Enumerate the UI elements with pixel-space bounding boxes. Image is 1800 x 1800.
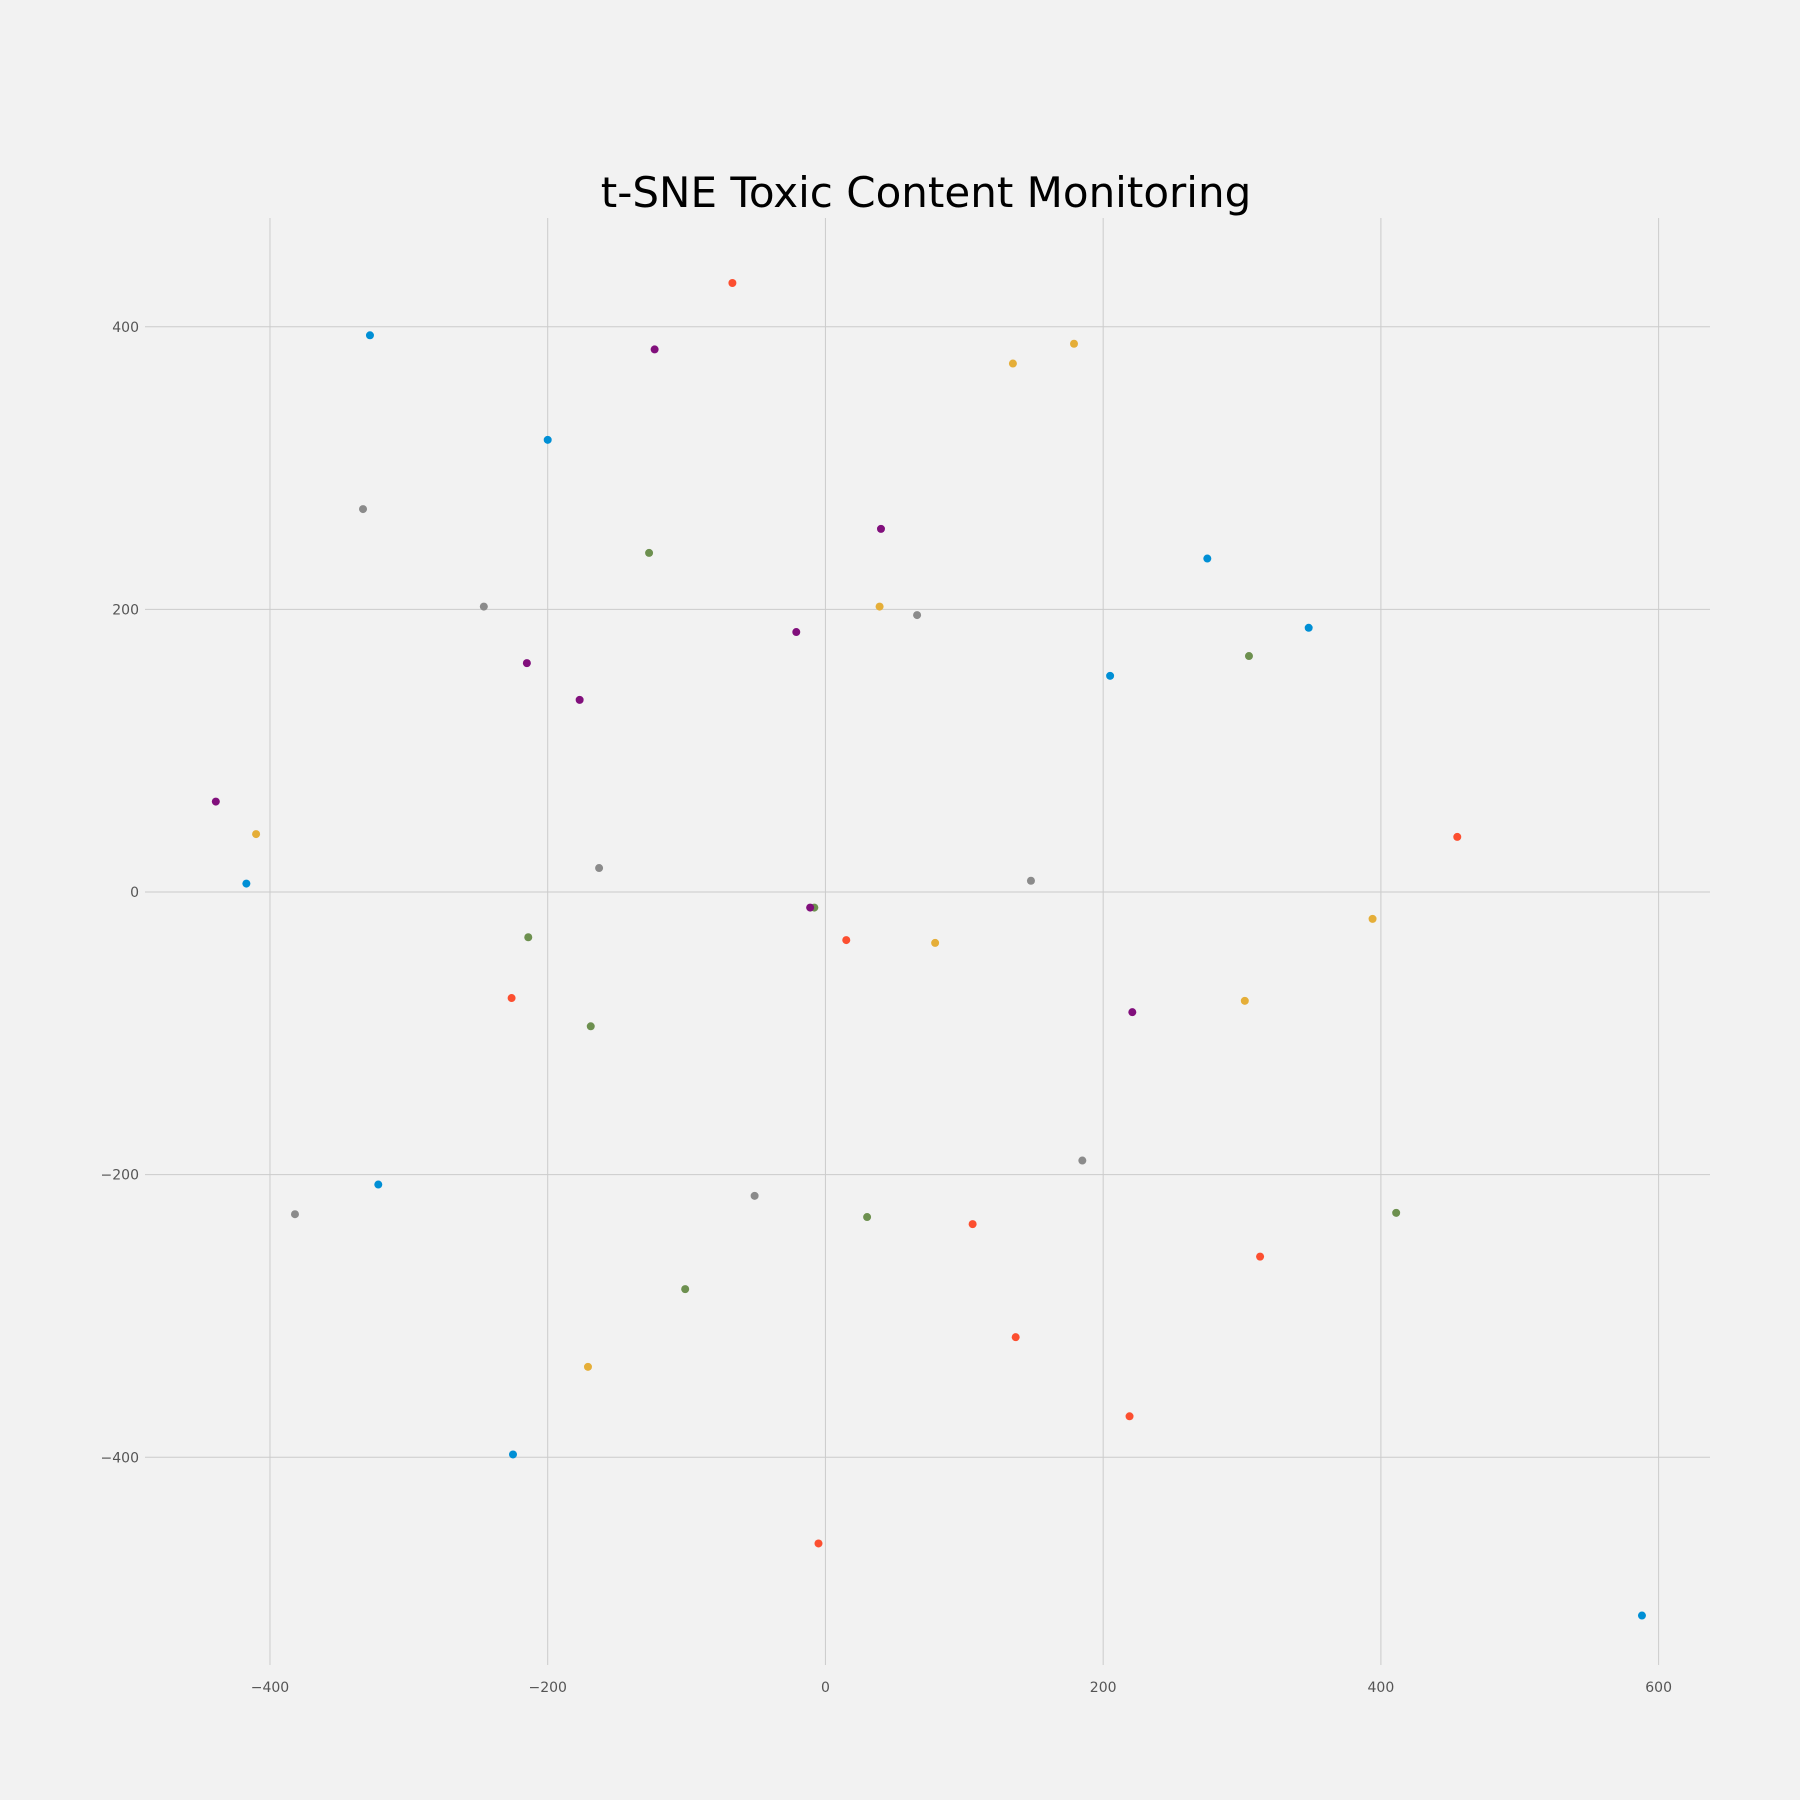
x-tick-label: 0 bbox=[821, 1680, 830, 1696]
data-point bbox=[1078, 1156, 1087, 1165]
data-point bbox=[806, 903, 815, 912]
data-point bbox=[650, 345, 659, 354]
data-point bbox=[913, 611, 922, 620]
data-points bbox=[211, 279, 1646, 1620]
data-point bbox=[1392, 1208, 1401, 1217]
x-tick-label: −400 bbox=[251, 1680, 289, 1696]
data-point bbox=[575, 695, 584, 704]
data-point bbox=[1368, 914, 1377, 923]
data-point bbox=[1106, 671, 1115, 680]
data-point bbox=[750, 1191, 759, 1200]
data-point bbox=[507, 994, 516, 1003]
y-tick-label: 400 bbox=[112, 320, 139, 336]
data-point bbox=[508, 1450, 517, 1459]
data-point bbox=[968, 1220, 977, 1229]
x-tick-label: 200 bbox=[1090, 1680, 1117, 1696]
data-point bbox=[792, 628, 801, 637]
data-point bbox=[1637, 1611, 1646, 1620]
y-tick-label: 200 bbox=[112, 602, 139, 618]
data-point bbox=[290, 1210, 299, 1219]
data-point bbox=[1128, 1008, 1137, 1017]
data-point bbox=[211, 797, 220, 806]
y-tick-label: −400 bbox=[101, 1450, 139, 1466]
data-point bbox=[1256, 1252, 1265, 1261]
data-point bbox=[242, 879, 251, 888]
data-point bbox=[681, 1285, 690, 1294]
data-point bbox=[543, 435, 552, 444]
y-tick-label: −200 bbox=[101, 1168, 139, 1184]
x-tick-labels: −400 −200 0 200 400 600 bbox=[251, 1680, 1672, 1696]
data-point bbox=[645, 548, 654, 557]
data-point bbox=[842, 936, 851, 945]
data-point bbox=[374, 1180, 383, 1189]
data-point bbox=[876, 524, 885, 533]
data-point bbox=[814, 1539, 823, 1548]
data-point bbox=[586, 1022, 595, 1031]
data-point bbox=[1026, 876, 1035, 885]
data-point bbox=[875, 602, 884, 611]
x-tick-label: 400 bbox=[1368, 1680, 1395, 1696]
data-point bbox=[728, 279, 737, 288]
data-point bbox=[931, 938, 940, 947]
data-point bbox=[1244, 652, 1253, 661]
chart-title: t-SNE Toxic Content Monitoring bbox=[601, 168, 1251, 217]
data-point bbox=[1203, 554, 1212, 563]
y-tick-label: 0 bbox=[130, 885, 139, 901]
x-tick-label: −200 bbox=[528, 1680, 566, 1696]
data-point bbox=[1240, 996, 1249, 1005]
x-tick-label: 600 bbox=[1645, 1680, 1672, 1696]
data-point bbox=[1011, 1333, 1020, 1342]
grid-lines bbox=[145, 218, 1710, 1665]
data-point bbox=[1070, 339, 1079, 348]
data-point bbox=[522, 659, 531, 668]
data-point bbox=[479, 602, 488, 611]
data-point bbox=[1125, 1412, 1134, 1421]
data-point bbox=[595, 864, 604, 873]
data-point bbox=[1304, 623, 1313, 632]
data-point bbox=[1453, 832, 1462, 841]
y-tick-labels: −400 −200 0 200 400 bbox=[101, 320, 139, 1466]
data-point bbox=[583, 1362, 592, 1371]
data-point bbox=[1008, 359, 1017, 368]
data-point bbox=[365, 331, 374, 340]
data-point bbox=[252, 830, 261, 839]
data-point bbox=[359, 505, 368, 514]
data-point bbox=[863, 1213, 872, 1222]
data-point bbox=[524, 933, 533, 942]
